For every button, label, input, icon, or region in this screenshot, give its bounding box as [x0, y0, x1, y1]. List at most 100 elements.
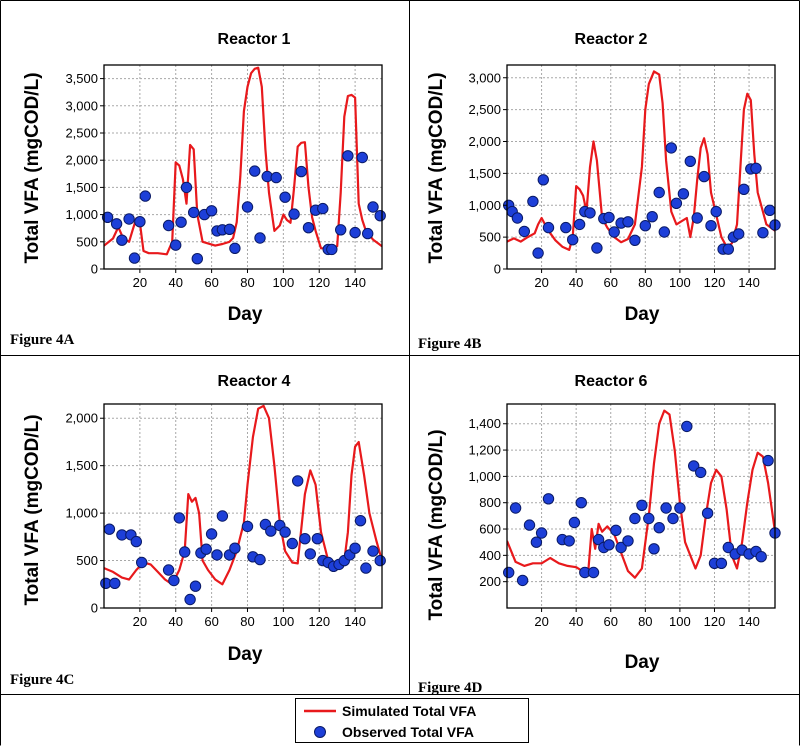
y-tick-label: 600: [479, 522, 501, 537]
figure-caption: Figure 4D: [418, 680, 482, 696]
observed-vfa-point: [722, 541, 734, 554]
observed-vfa-point: [326, 243, 338, 256]
observed-vfa-point: [254, 553, 266, 566]
observed-vfa-point: [658, 226, 670, 238]
observed-vfa-point: [342, 150, 354, 162]
x-tick-label: 40: [169, 614, 183, 629]
observed-vfa-point: [568, 516, 581, 529]
y-tick-label: 200: [479, 574, 501, 589]
plot-frame: [506, 403, 776, 609]
y-tick-label: 2,500: [65, 126, 98, 141]
observed-vfa-point: [229, 242, 241, 255]
observed-vfa-point: [705, 220, 717, 232]
y-tick-label: 500: [76, 234, 98, 249]
observed-vfa-point: [629, 512, 641, 525]
x-axis-label: Day: [228, 304, 263, 325]
observed-vfa-point: [279, 191, 291, 203]
legend-simulated-label: Simulated Total VFA: [342, 703, 476, 719]
plot-frame: [103, 403, 383, 609]
observed-vfa-point: [279, 526, 291, 538]
observed-vfa-point: [733, 228, 745, 240]
observed-vfa-point: [110, 218, 123, 230]
observed-vfa-point: [530, 536, 543, 548]
observed-vfa-point: [136, 556, 148, 569]
observed-vfa-point: [184, 593, 196, 606]
observed-vfa-point: [750, 162, 762, 175]
observed-vfa-point: [560, 221, 572, 234]
observed-vfa-point: [591, 242, 603, 254]
observed-vfa-point: [360, 562, 372, 574]
observed-vfa-point: [356, 151, 368, 164]
x-tick-label: 20: [133, 614, 147, 629]
y-tick-label: 1,500: [65, 458, 98, 473]
x-tick-label: 80: [638, 614, 652, 629]
observed-vfa-point: [646, 211, 658, 223]
legend-observed-label: Observed Total VFA: [342, 724, 474, 740]
legend-box: [295, 698, 529, 743]
observed-vfa-point: [653, 186, 665, 199]
observed-vfa-point: [302, 222, 315, 234]
x-tick-label: 120: [308, 275, 330, 290]
x-axis-label: Day: [228, 644, 263, 665]
observed-vfa-point: [173, 512, 186, 524]
observed-vfa-point: [542, 221, 555, 234]
observed-vfa-point: [374, 554, 386, 567]
chart-title: Reactor 6: [575, 373, 648, 390]
observed-vfa-point: [603, 211, 615, 224]
x-tick-label: 20: [133, 275, 147, 290]
observed-vfa-point: [542, 493, 555, 505]
x-tick-label: 100: [669, 614, 691, 629]
observed-vfa-point: [180, 181, 193, 194]
observed-vfa-point: [691, 212, 703, 224]
plot-area: 20 40 60 80 100 120 140 0 500 1,000 1,500 2,000: [65, 403, 386, 629]
observed-vfa-point: [128, 252, 141, 264]
observed-vfa-point: [527, 195, 539, 208]
observed-vfa-point: [223, 223, 236, 236]
plot-frame: [103, 64, 383, 270]
observed-vfa-point: [349, 542, 361, 554]
legend-observed-swatch: [314, 726, 326, 738]
plot-area: 20 40 60 80 100 120 140 200 400 600 800 1,000 1,200 1…: [468, 403, 781, 629]
observed-vfa-point: [516, 574, 529, 587]
observed-vfa-point: [116, 234, 128, 246]
x-tick-label: 80: [240, 614, 254, 629]
y-tick-label: 1,500: [468, 166, 501, 181]
observed-vfa-point: [688, 460, 700, 472]
observed-vfa-point: [674, 502, 686, 514]
x-tick-label: 80: [638, 275, 652, 290]
observed-vfa-point: [354, 515, 367, 527]
y-tick-label: 1,000: [65, 207, 98, 222]
observed-vfa-point: [681, 420, 693, 433]
observed-vfa-point: [695, 466, 707, 479]
x-tick-label: 120: [704, 275, 726, 290]
observed-vfa-point: [175, 216, 187, 228]
observed-vfa-point: [639, 220, 651, 232]
observed-vfa-point: [162, 564, 175, 576]
x-tick-label: 100: [669, 275, 691, 290]
x-tick-label: 140: [344, 614, 366, 629]
x-axis-label: Day: [625, 652, 660, 673]
observed-vfa-point: [610, 524, 622, 536]
x-tick-label: 120: [704, 614, 726, 629]
observed-vfa-point: [200, 543, 212, 555]
observed-vfa-point: [532, 247, 544, 259]
observed-vfa-point: [715, 557, 728, 569]
observed-vfa-point: [191, 253, 204, 265]
observed-vfa-point: [286, 537, 298, 550]
observed-vfa-point: [292, 475, 304, 487]
x-tick-label: 40: [569, 275, 583, 290]
observed-vfa-point: [503, 566, 515, 579]
y-tick-label: 1,000: [468, 198, 501, 213]
observed-vfa-point: [205, 205, 218, 217]
observed-vfa-point: [653, 522, 665, 534]
observed-vfa-point: [698, 170, 710, 183]
x-tick-label: 40: [569, 614, 583, 629]
x-tick-label: 60: [604, 275, 618, 290]
legend: Simulated Total VFA Observed Total VFA: [295, 698, 529, 743]
y-tick-label: 1,000: [65, 506, 98, 521]
x-tick-label: 20: [534, 275, 548, 290]
observed-vfa-point: [643, 512, 655, 525]
y-tick-label: 1,400: [468, 416, 501, 431]
observed-vfa-point: [575, 497, 587, 509]
chart-title: Reactor 4: [218, 373, 291, 390]
